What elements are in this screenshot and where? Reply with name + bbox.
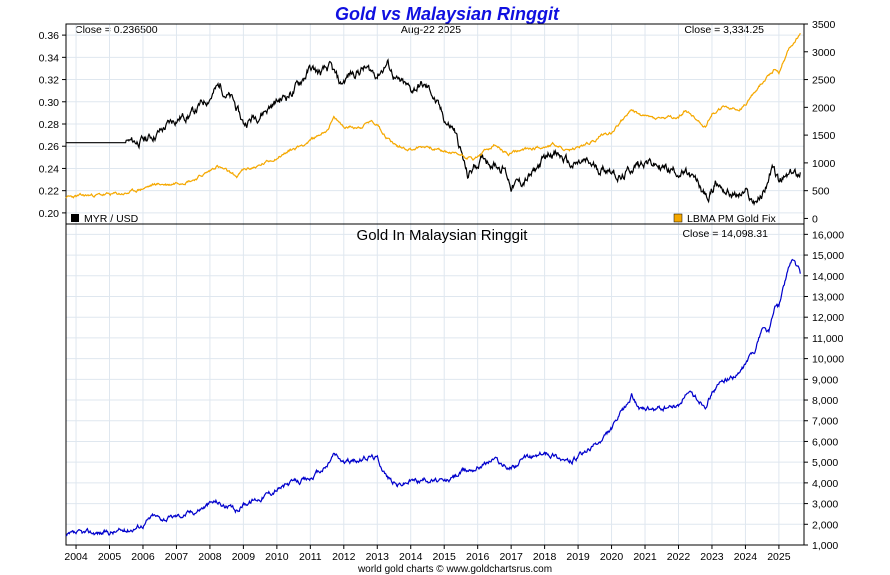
chart-title: Gold vs Malaysian Ringgit (335, 4, 560, 24)
x-tick-label: 2004 (64, 551, 88, 563)
right-tick-label: 6,000 (812, 436, 838, 448)
legend-swatch-gold (673, 213, 683, 223)
left-tick-label: 0.34 (39, 52, 60, 64)
x-axis: 2004 2005 2006 2007 2008 2009 2010 2011 2012 2013… (64, 545, 791, 563)
x-tick-label: 2011 (299, 551, 322, 563)
x-tick-label: 2022 (667, 551, 691, 563)
x-tick-label: 2006 (131, 551, 155, 563)
bottom-right-axis: 1,000 2,000 3,000 4,000 5,000 6,000 7,000 8,000… (804, 229, 844, 552)
x-tick-label: 2018 (533, 551, 557, 563)
top-panel-grid (66, 24, 804, 224)
x-tick-label: 2025 (767, 551, 791, 563)
right-tick-label: 3500 (812, 19, 836, 31)
left-tick-label: 0.24 (39, 163, 60, 175)
right-tick-label: 2500 (812, 75, 836, 87)
right-tick-label: 1000 (812, 158, 836, 170)
left-tick-label: 0.22 (39, 186, 60, 198)
left-tick-label: 0.30 (39, 97, 60, 109)
left-tick-label: 0.36 (39, 30, 60, 42)
x-tick-label: 2007 (165, 551, 189, 563)
legend-swatch-myr (71, 214, 79, 222)
myr-usd-line (66, 58, 801, 207)
x-tick-label: 2024 (734, 551, 758, 563)
x-tick-label: 2021 (633, 551, 657, 563)
right-tick-label: 8,000 (812, 395, 838, 407)
right-tick-label: 2,000 (812, 519, 838, 531)
bottom-panel-grid (66, 224, 804, 546)
right-tick-label: 5,000 (812, 457, 838, 469)
top-right-axis: 0 500 1000 1500 2000 2500 3000 3500 (804, 19, 836, 225)
right-tick-label: 10,000 (812, 354, 844, 366)
x-tick-label: 2017 (499, 551, 523, 563)
x-tick-label: 2009 (232, 551, 256, 563)
right-tick-label: 3000 (812, 47, 836, 59)
right-tick-label: 14,000 (812, 271, 844, 283)
right-tick-label: 3,000 (812, 499, 838, 511)
right-tick-label: 1,000 (812, 540, 838, 552)
right-tick-label: 0 (812, 213, 818, 225)
top-left-axis: 0.20 0.22 0.24 0.26 0.28 0.30 0.32 0.34 0.36 (39, 30, 66, 220)
right-tick-label: 2000 (812, 102, 836, 114)
right-tick-label: 9,000 (812, 374, 838, 386)
x-tick-label: 2014 (399, 551, 423, 563)
right-tick-label: 13,000 (812, 291, 844, 303)
x-tick-label: 2015 (433, 551, 457, 563)
legend-label-gold: LBMA PM Gold Fix (687, 213, 776, 225)
footer-credit: world gold charts © www.goldchartsrus.co… (357, 564, 552, 575)
bottom-panel-frame (65, 223, 805, 546)
x-tick-label: 2013 (366, 551, 390, 563)
legend-label-myr: MYR / USD (84, 213, 139, 225)
x-tick-label: 2019 (566, 551, 590, 563)
top-left-close-label: Close = 0.236500 (75, 24, 158, 36)
left-tick-label: 0.20 (39, 208, 60, 220)
left-tick-label: 0.32 (39, 75, 60, 87)
top-right-close-label: Close = 3,334.25 (684, 24, 764, 36)
x-tick-label: 2020 (600, 551, 624, 563)
gold-myr-line (65, 258, 801, 537)
gold-usd-line (65, 32, 801, 199)
x-tick-label: 2010 (265, 551, 289, 563)
right-tick-label: 15,000 (812, 250, 844, 262)
right-tick-label: 11,000 (812, 333, 843, 345)
x-tick-label: 2012 (332, 551, 356, 563)
date-label: Aug-22 2025 (401, 24, 461, 36)
right-tick-label: 7,000 (812, 416, 838, 428)
right-tick-label: 12,000 (812, 312, 844, 324)
left-tick-label: 0.26 (39, 141, 60, 153)
x-tick-label: 2023 (700, 551, 724, 563)
right-tick-label: 4,000 (812, 478, 838, 490)
bottom-panel-title: Gold In Malaysian Ringgit (357, 227, 529, 244)
x-tick-label: 2008 (198, 551, 222, 563)
right-tick-label: 1500 (812, 130, 836, 142)
bottom-close-label: Close = 14,098.31 (682, 228, 768, 240)
right-tick-label: 500 (812, 186, 830, 198)
x-tick-label: 2005 (98, 551, 122, 563)
left-tick-label: 0.28 (39, 119, 60, 131)
x-tick-label: 2016 (466, 551, 490, 563)
right-tick-label: 16,000 (812, 229, 844, 241)
